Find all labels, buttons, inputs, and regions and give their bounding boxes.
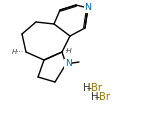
Text: –: – — [87, 83, 92, 93]
Text: N: N — [84, 4, 91, 13]
Text: H: H — [91, 92, 99, 102]
Text: Br: Br — [99, 92, 110, 102]
Text: ·H: ·H — [64, 48, 72, 54]
Text: H···: H··· — [12, 49, 24, 55]
Text: N: N — [65, 59, 71, 69]
Text: –: – — [95, 92, 100, 102]
Text: methyl: methyl — [82, 59, 86, 61]
Text: H: H — [83, 83, 90, 93]
Text: Br: Br — [91, 83, 102, 93]
